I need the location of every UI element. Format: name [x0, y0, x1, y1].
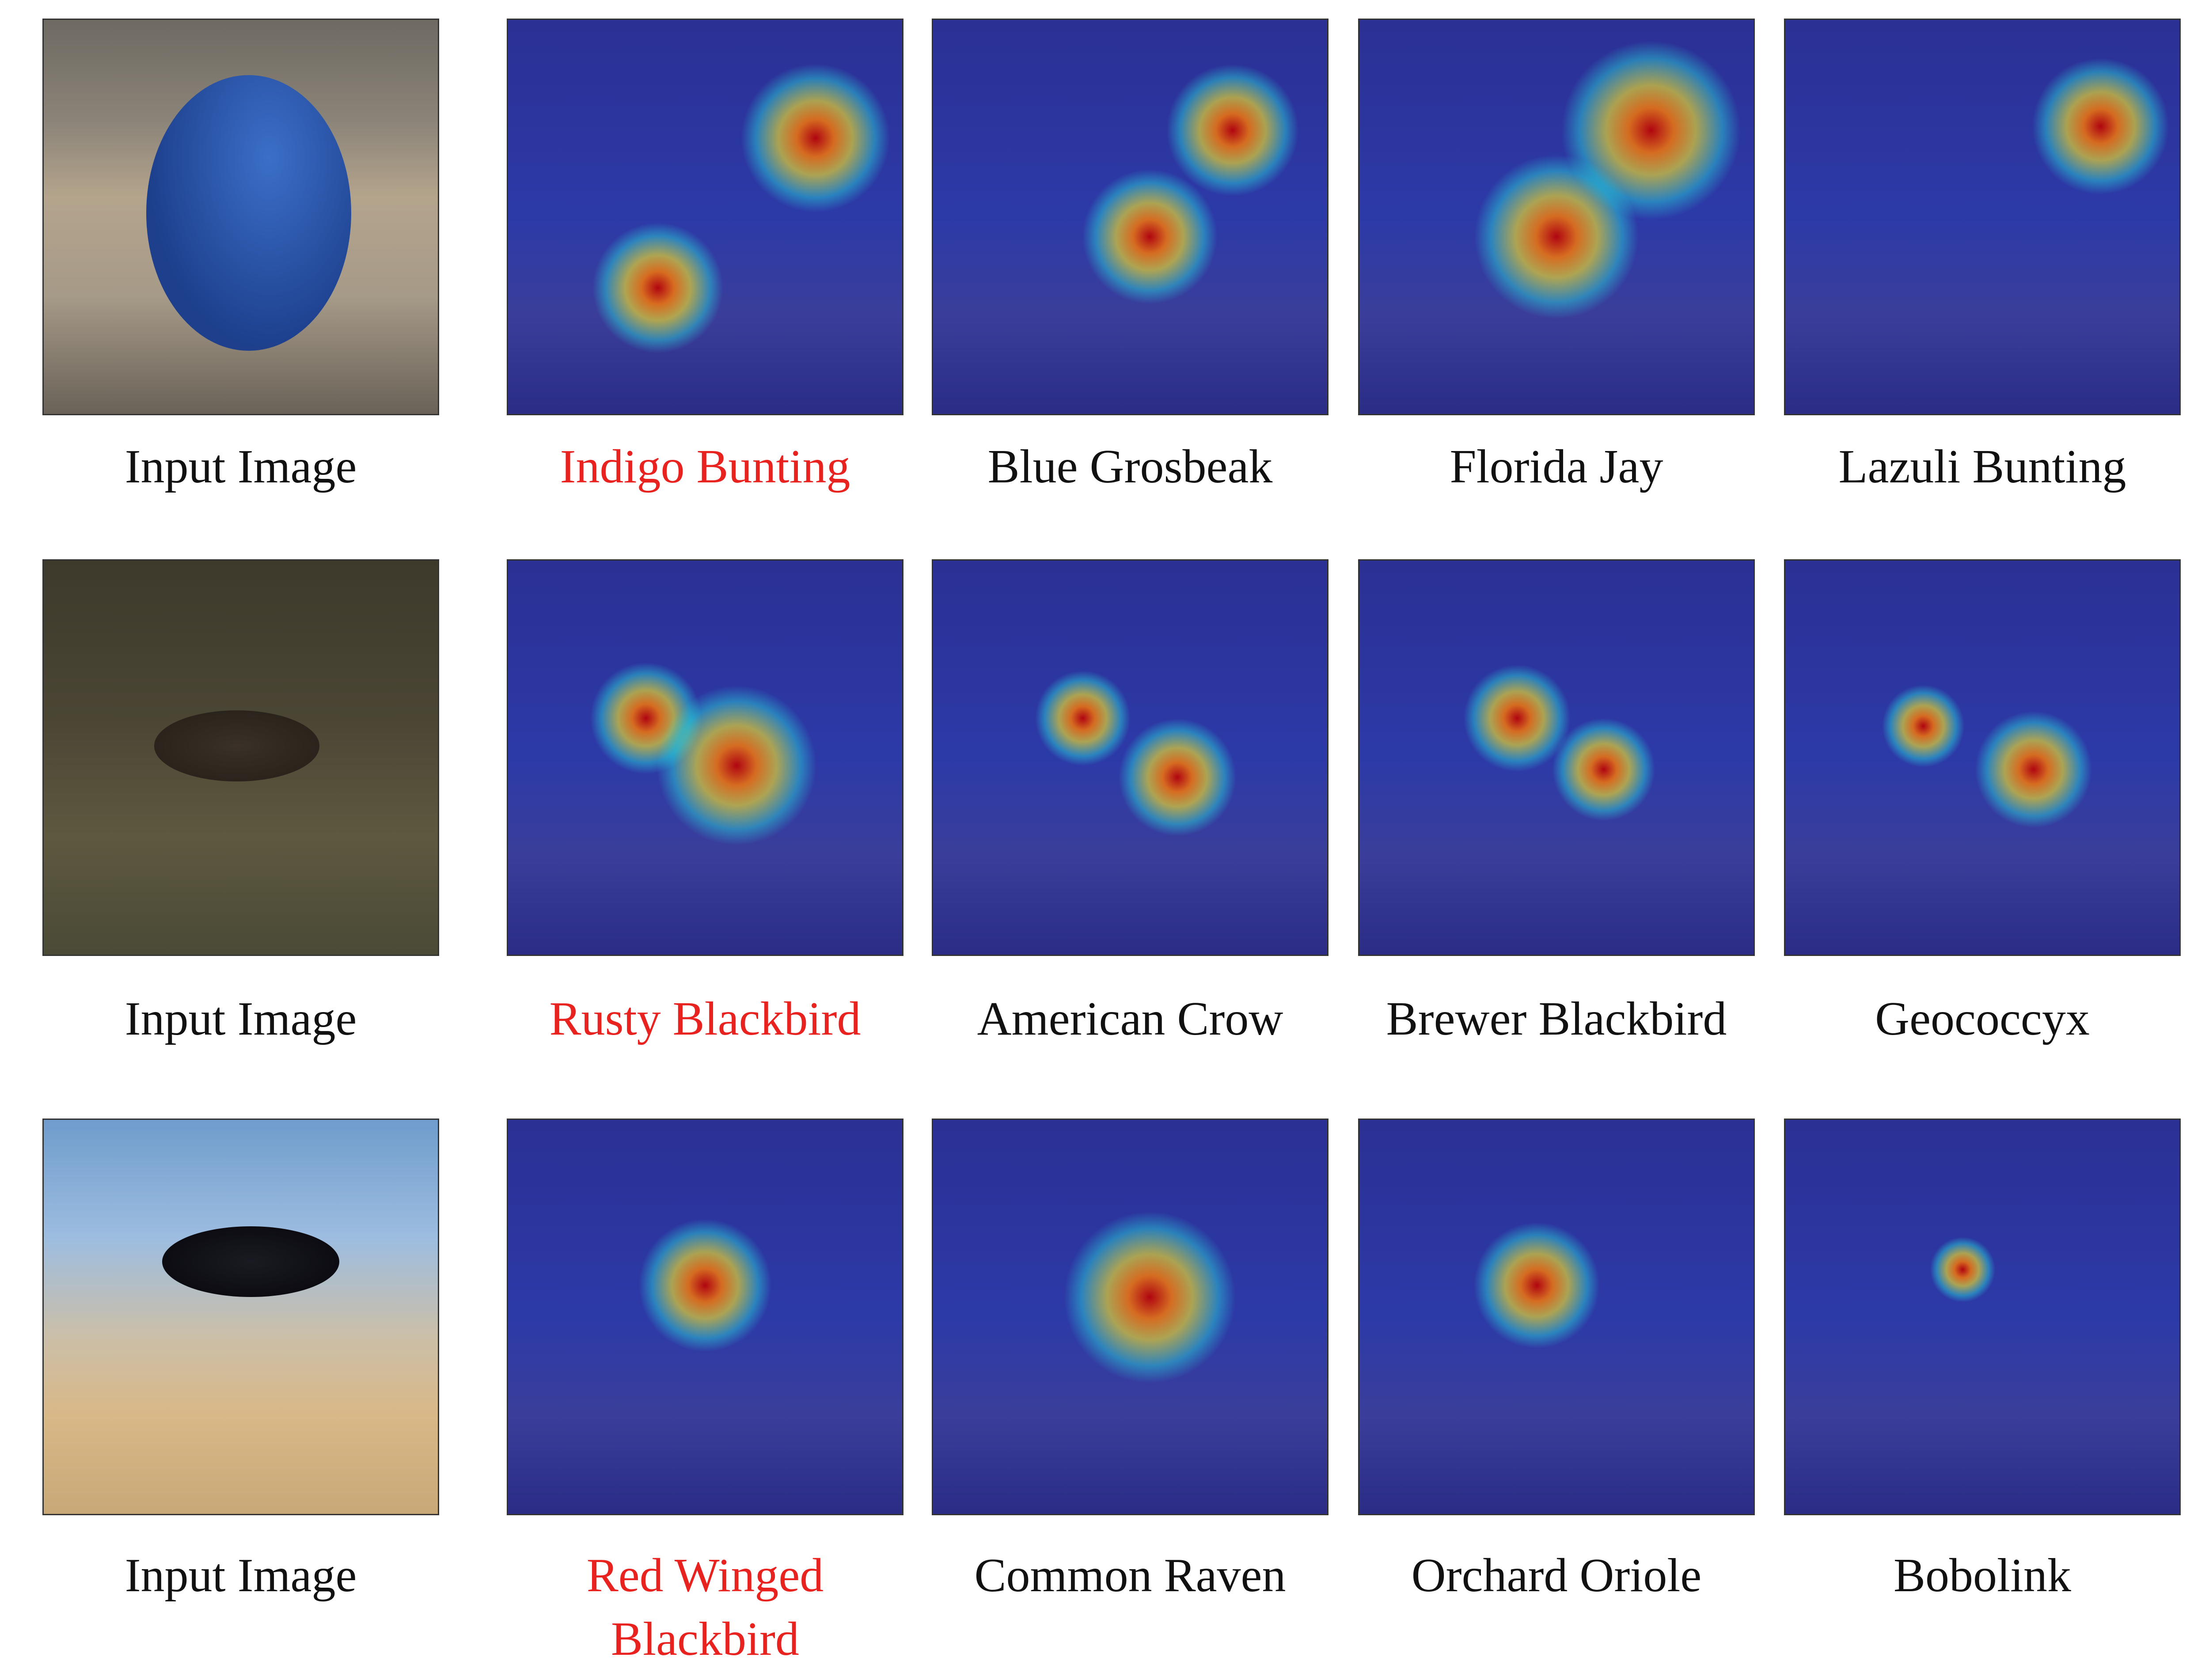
class-label: Common Raven — [974, 1549, 1286, 1602]
heatmap-image — [1358, 19, 1755, 415]
bird — [162, 1226, 339, 1297]
input-label: Input Image — [125, 440, 357, 493]
input-label: Input Image — [125, 993, 357, 1045]
class-label: Florida Jay — [1450, 440, 1663, 493]
class-label: American Crow — [977, 993, 1283, 1045]
class-label: Indigo Bunting — [560, 440, 850, 493]
class-label: Lazuli Bunting — [1838, 440, 2126, 493]
heatmap-image — [932, 1119, 1328, 1515]
input-label: Input Image — [125, 1549, 357, 1602]
bird — [154, 710, 320, 781]
input-image — [42, 559, 439, 956]
input-image — [42, 1119, 439, 1515]
heatmap-image — [507, 19, 903, 415]
heatmap-image — [1784, 1119, 2181, 1515]
heatmap-image — [932, 19, 1328, 415]
class-label: Bobolink — [1893, 1549, 2072, 1602]
class-label: Geococcyx — [1875, 993, 2090, 1045]
heatmap-image — [932, 559, 1328, 956]
heatmap-image — [507, 559, 903, 956]
bird — [146, 75, 351, 351]
class-label: Orchard Oriole — [1411, 1549, 1702, 1602]
class-label: Red Winged Blackbird — [586, 1549, 824, 1665]
class-label: Blue Grosbeak — [987, 440, 1273, 493]
heatmap-image — [507, 1119, 903, 1515]
heatmap-image — [1784, 19, 2181, 415]
class-label: Brewer Blackbird — [1386, 993, 1727, 1045]
heatmap-image — [1358, 559, 1755, 956]
heatmap-image — [1784, 559, 2181, 956]
input-image — [42, 19, 439, 415]
class-label: Rusty Blackbird — [549, 993, 861, 1045]
heatmap-image — [1358, 1119, 1755, 1515]
